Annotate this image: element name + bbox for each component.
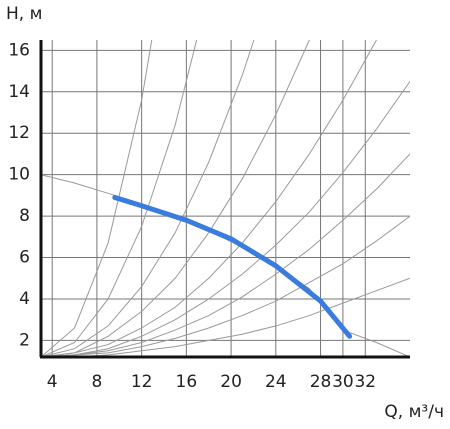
- y-tick-label: 14: [8, 82, 30, 102]
- y-tick-label: 8: [19, 206, 30, 226]
- curve: [41, 40, 310, 357]
- x-tick-label: 4: [47, 372, 58, 392]
- curve: [41, 40, 377, 357]
- y-tick-label: 10: [8, 165, 30, 185]
- curve: [41, 174, 410, 357]
- curve: [41, 80, 410, 357]
- y-tick-label: 12: [8, 123, 30, 143]
- x-tick-label: 12: [131, 372, 153, 392]
- y-axis-label: H, м: [6, 4, 42, 24]
- x-tick-label: 30: [332, 372, 354, 392]
- curve: [41, 277, 410, 357]
- y-tick-label: 6: [19, 248, 30, 268]
- x-tick-label: 24: [265, 372, 287, 392]
- x-tick-label: 28: [310, 372, 332, 392]
- curve: [41, 215, 410, 357]
- x-tick-label: 32: [354, 372, 376, 392]
- curve: [41, 40, 153, 357]
- x-tick-label: 16: [176, 372, 198, 392]
- y-tick-label: 2: [19, 330, 30, 350]
- x-tick-label: 20: [220, 372, 242, 392]
- y-tick-label: 16: [8, 40, 30, 60]
- y-tick-label: 4: [19, 289, 30, 309]
- curve: [112, 194, 353, 339]
- x-tick-label: 8: [91, 372, 102, 392]
- curve: [41, 40, 198, 357]
- curve: [41, 40, 255, 357]
- curve: [41, 153, 410, 357]
- x-axis-label: Q, м³/ч: [384, 402, 444, 422]
